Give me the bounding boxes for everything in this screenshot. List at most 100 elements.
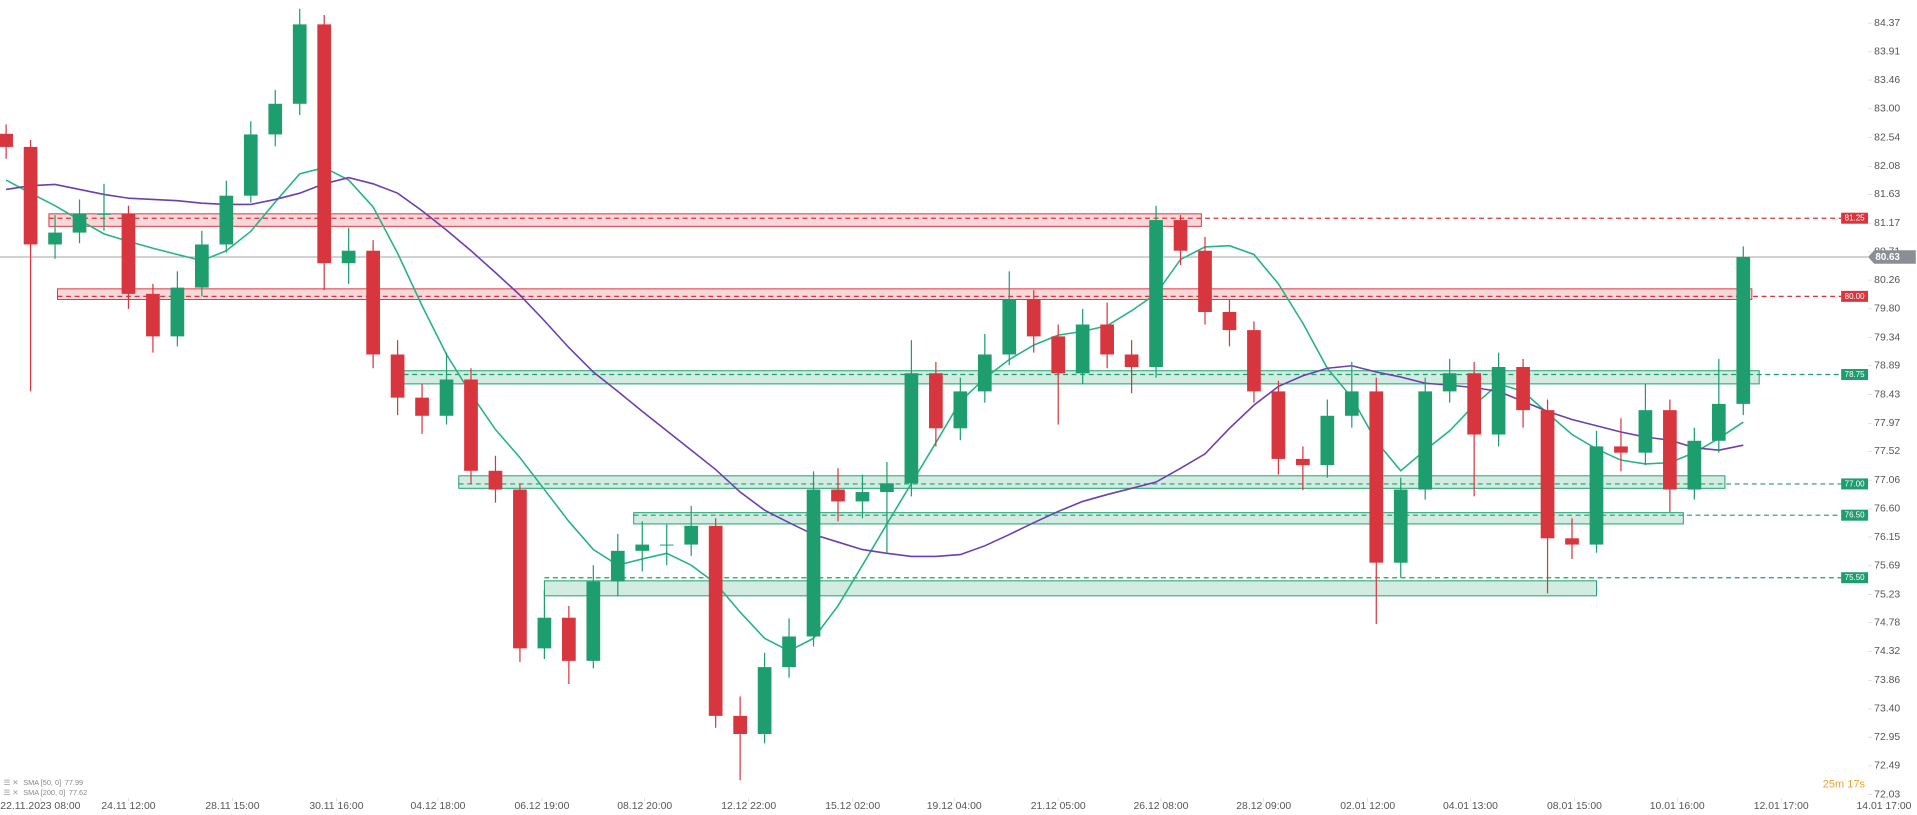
candle-body (1663, 410, 1677, 490)
candle-body (1247, 330, 1261, 392)
y-tick-label: 77.52 (1874, 446, 1900, 457)
x-tick-label: 06.12 19:00 (514, 801, 569, 812)
candle-body (1124, 354, 1139, 368)
level-tag-label: 81.25 (1845, 214, 1865, 223)
current-price-label: 80.63 (1875, 252, 1900, 263)
candle-body (390, 354, 405, 398)
candle-body (1589, 446, 1604, 545)
candle-body (782, 636, 796, 668)
y-tick-label: 72.95 (1874, 732, 1900, 743)
candle-body (464, 379, 478, 471)
candle-body (1222, 311, 1237, 331)
candle-body (1369, 391, 1384, 563)
x-tick-label: 21.12 05:00 (1031, 801, 1086, 812)
y-tick-label: 77.06 (1874, 475, 1900, 486)
level-tag-label: 76.50 (1845, 511, 1865, 520)
y-tick-label: 78.43 (1874, 389, 1900, 400)
x-tick-label: 08.12 20:00 (617, 801, 672, 812)
candle-body (757, 667, 772, 735)
legend-icon: ☰ ✕ (4, 788, 19, 797)
y-tick-label: 76.60 (1874, 504, 1900, 515)
legend-name: SMA [50, 0] (23, 778, 61, 787)
y-tick-label: 81.17 (1874, 218, 1900, 229)
level-zone (458, 475, 1726, 489)
y-tick-label: 83.46 (1874, 75, 1900, 86)
y-tick-label: 77.97 (1874, 418, 1900, 429)
x-tick-label: 10.01 16:00 (1650, 801, 1705, 812)
level-tag (1841, 478, 1869, 490)
candle-body (733, 715, 747, 735)
candle-body (659, 544, 674, 546)
level-tag-label: 77.00 (1845, 479, 1865, 488)
candle-body (904, 373, 919, 484)
candle-body (170, 287, 185, 337)
candle-body (219, 195, 234, 245)
legend-icon: ☰ ✕ (4, 778, 19, 787)
timer: 25m 17s (1823, 778, 1866, 790)
x-tick-label: 04.01 13:00 (1443, 801, 1498, 812)
candle-body (121, 213, 136, 294)
candle-body (415, 397, 429, 416)
candle-body (1075, 324, 1090, 374)
y-tick-label: 81.63 (1874, 189, 1900, 200)
candle-body (1418, 391, 1433, 490)
level-tag-label: 78.75 (1845, 370, 1865, 379)
x-tick-label: 28.12 09:00 (1236, 801, 1291, 812)
candle-body (953, 391, 968, 429)
candle-body (586, 581, 601, 661)
candle-body (0, 133, 13, 147)
candle-body (1149, 220, 1163, 368)
y-tick-label: 79.34 (1874, 332, 1900, 343)
candle-body (1540, 410, 1555, 539)
y-tick-label: 79.80 (1874, 304, 1900, 315)
candle-body (1687, 440, 1702, 490)
candle-body (439, 379, 454, 416)
level-zone (48, 213, 1202, 227)
candle-body (1100, 324, 1114, 355)
y-tick-label: 75.69 (1874, 561, 1900, 572)
sma-line (5, 176, 1744, 558)
level-tag (1841, 369, 1869, 381)
candle-body (1173, 220, 1188, 251)
candle-body (513, 489, 527, 649)
candle-body (684, 525, 699, 545)
y-tick-label: 82.08 (1874, 161, 1900, 172)
x-tick-label: 22.11.2023 08:00 (0, 801, 80, 812)
y-tick-label: 74.32 (1874, 646, 1900, 657)
y-tick-label: 80.26 (1874, 275, 1900, 286)
level-tag-label: 80.00 (1845, 292, 1865, 301)
candle-body (855, 492, 870, 502)
candle-body (537, 617, 552, 649)
candle-body (48, 232, 62, 245)
candle-body (880, 483, 894, 493)
legend-value: 77.62 (69, 788, 87, 797)
candle-body (72, 213, 87, 233)
candle-body (635, 544, 650, 551)
candle-body (708, 525, 723, 716)
candle-body (1711, 403, 1726, 441)
candle-body (1026, 299, 1041, 337)
candle-body (1393, 489, 1408, 563)
x-tick-label: 12.12 22:00 (721, 801, 776, 812)
x-tick-label: 02.01 12:00 (1340, 801, 1395, 812)
candle-body (1565, 538, 1579, 545)
legend-name: SMA [200, 0] (23, 788, 65, 797)
candle-body (1198, 250, 1212, 312)
candle-body (806, 489, 821, 637)
y-tick-label: 72.49 (1874, 761, 1900, 772)
y-tick-label: 83.00 (1874, 104, 1900, 115)
level-zone (633, 512, 1684, 525)
y-tick-label: 78.89 (1874, 361, 1900, 372)
candle-body (1296, 458, 1310, 466)
candle-body (1491, 367, 1506, 435)
candle-body (243, 134, 258, 196)
y-tick-label: 83.91 (1874, 47, 1900, 58)
candle-body (292, 24, 307, 104)
x-tick-label: 26.12 08:00 (1134, 801, 1189, 812)
sma-legend: ☰ ✕ ☰ ✕ (4, 778, 19, 797)
current-price-tag (1868, 250, 1916, 264)
y-tick-label: 84.37 (1874, 18, 1900, 29)
candle-body (268, 103, 283, 135)
level-tag (1841, 290, 1869, 302)
candle-body (1467, 373, 1481, 435)
